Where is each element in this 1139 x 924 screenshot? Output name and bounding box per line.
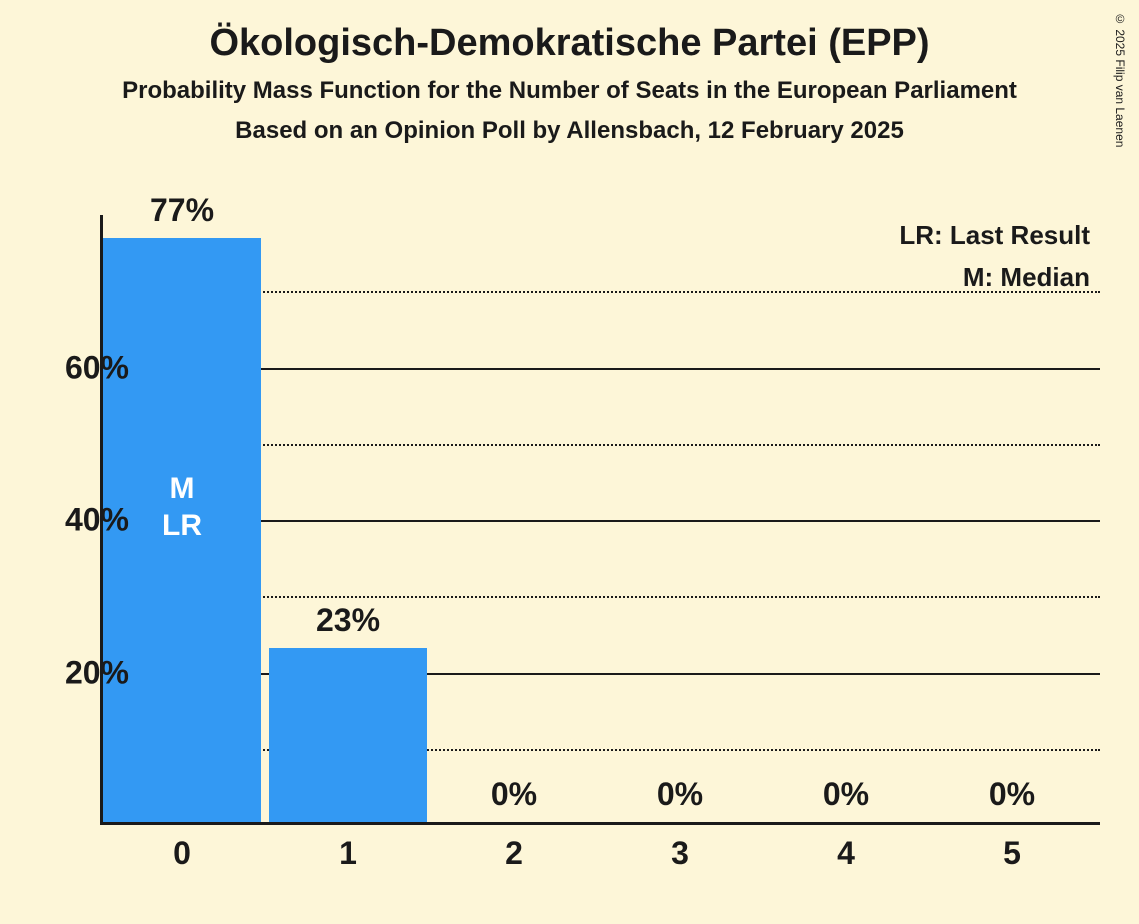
chart-subtitle-2: Based on an Opinion Poll by Allensbach, … <box>0 117 1139 145</box>
bar-value-label: 77% <box>150 192 214 229</box>
legend-lr: LR: Last Result <box>899 215 1090 257</box>
y-axis-label: 40% <box>65 502 129 539</box>
chart-subtitle-1: Probability Mass Function for the Number… <box>0 77 1139 105</box>
y-axis-label: 60% <box>65 349 129 386</box>
bar-value-label: 0% <box>989 776 1035 813</box>
bar-value-label: 0% <box>491 776 537 813</box>
chart-title: Ökologisch-Demokratische Partei (EPP) <box>0 0 1139 65</box>
bar-value-label: 0% <box>823 776 869 813</box>
x-axis-label: 1 <box>339 835 357 872</box>
y-axis-label: 20% <box>65 654 129 691</box>
x-axis-label: 0 <box>173 835 191 872</box>
x-axis-label: 4 <box>837 835 855 872</box>
chart-legend: LR: Last Result M: Median <box>899 215 1090 298</box>
bar-annotation: MLR <box>162 470 202 545</box>
legend-m: M: Median <box>899 257 1090 299</box>
bar-annotation-line: M <box>162 470 202 508</box>
x-axis-label: 2 <box>505 835 523 872</box>
chart-plot-area: 77%23%0%0%0%0%MLR 012345 LR: Last Result… <box>100 215 1100 825</box>
x-axis-label: 5 <box>1003 835 1021 872</box>
copyright-text: © 2025 Filip van Laenen <box>1113 12 1127 147</box>
x-axis <box>100 822 1100 825</box>
bar-value-label: 23% <box>316 602 380 639</box>
bar-annotation-line: LR <box>162 507 202 545</box>
bar <box>269 648 427 823</box>
bar-value-label: 0% <box>657 776 703 813</box>
x-axis-label: 3 <box>671 835 689 872</box>
